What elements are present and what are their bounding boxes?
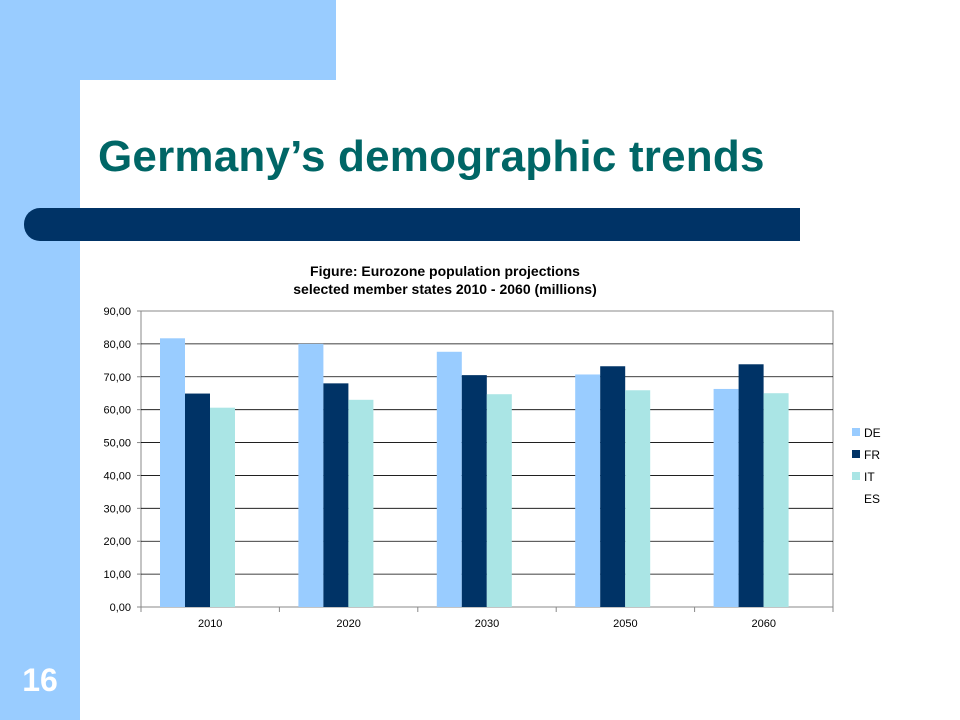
x-tick-label: 2030 <box>475 618 499 630</box>
slide-number: 16 <box>22 662 58 698</box>
y-tick-label: 80,00 <box>103 339 131 351</box>
bar-fr <box>600 366 626 607</box>
legend-label-es: ES <box>864 492 880 506</box>
chart-title-block: Figure: Eurozone population projections … <box>160 262 730 298</box>
legend-label-fr: FR <box>864 448 880 462</box>
y-tick-label: 90,00 <box>103 306 131 318</box>
bar-it <box>763 393 789 607</box>
legend-swatch-it <box>852 472 860 480</box>
left-band <box>0 0 80 720</box>
legend-label-de: DE <box>864 426 881 440</box>
y-tick-label: 20,00 <box>103 536 131 548</box>
x-tick-label: 2010 <box>198 618 222 630</box>
chart-title: Figure: Eurozone population projections <box>310 263 580 279</box>
y-tick-label: 40,00 <box>103 470 131 482</box>
bar-it <box>348 399 374 607</box>
y-tick-label: 60,00 <box>103 405 131 417</box>
bar-it <box>625 390 651 607</box>
title-bar <box>24 208 800 241</box>
bar-de <box>298 343 324 607</box>
bar-de <box>436 351 462 607</box>
bar-de <box>160 338 185 607</box>
bar-it <box>210 407 235 607</box>
y-tick-label: 10,00 <box>103 569 131 581</box>
x-tick-label: 2020 <box>336 618 360 630</box>
y-tick-label: 70,00 <box>103 372 131 384</box>
legend-swatch-de <box>852 428 860 436</box>
slide-title: Germany’s demographic trends <box>98 132 765 181</box>
legend-swatch-fr <box>852 450 860 458</box>
legend-swatch-es <box>852 494 860 502</box>
bar-fr <box>461 375 487 607</box>
x-tick-label: 2050 <box>613 618 637 630</box>
bar-it <box>486 394 512 607</box>
bar-de <box>575 374 601 607</box>
y-tick-label: 0,00 <box>110 602 131 614</box>
bar-de <box>713 388 739 607</box>
x-tick-label: 2060 <box>752 618 776 630</box>
y-tick-label: 50,00 <box>103 438 131 450</box>
bar-fr <box>185 393 210 607</box>
y-tick-label: 30,00 <box>103 503 131 515</box>
top-decor-block <box>80 0 336 80</box>
bar-fr <box>323 383 349 607</box>
legend-label-it: IT <box>864 470 875 484</box>
bar-fr <box>738 364 764 607</box>
chart-subtitle: selected member states 2010 - 2060 (mill… <box>293 281 597 297</box>
